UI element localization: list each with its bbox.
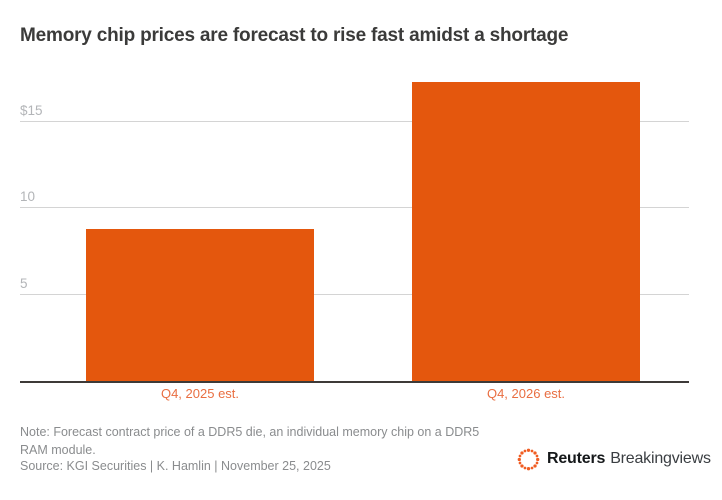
chart-source: Source: KGI Securities | K. Hamlin | Nov… [20,459,331,473]
y-tick-label: 5 [20,275,28,291]
x-category-label: Q4, 2025 est. [160,386,240,401]
chart-title: Memory chip prices are forecast to rise … [20,25,569,46]
brand-name: Reuters [547,450,606,467]
x-axis-labels: Q4, 2025 est. Q4, 2026 est. [20,386,689,406]
chart-note: Note: Forecast contract price of a DDR5 … [20,425,480,457]
bar-q4-2025 [86,229,314,381]
brand-lockup: Reuters Breakingviews [515,444,711,474]
bar-q4-2026 [412,82,640,381]
gridline [20,120,689,122]
y-tick-label: $15 [20,102,43,118]
brand-suffix: Breakingviews [610,450,711,467]
reuters-dotted-circle-icon [517,448,540,470]
x-category-label: Q4, 2026 est. [486,386,566,401]
gridline [20,207,689,209]
plot-area: $15 10 5 [20,80,689,383]
y-tick-label: 10 [20,189,36,205]
gridline [20,293,689,295]
